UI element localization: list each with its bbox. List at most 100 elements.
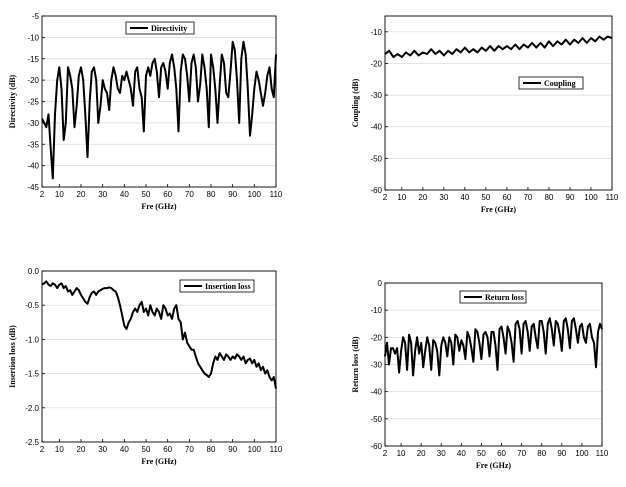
x-tick-label: 100 xyxy=(584,193,598,202)
plot-frame xyxy=(384,15,613,191)
y-tick-label: -50 xyxy=(370,415,382,424)
x-tick-label: 40 xyxy=(460,193,469,202)
y-tick-label: -30 xyxy=(370,361,382,370)
x-tick-label: 80 xyxy=(544,193,553,202)
x-tick-label: 100 xyxy=(575,449,589,458)
x-tick-label: 40 xyxy=(120,445,129,454)
y-tick-label: -20 xyxy=(27,76,39,85)
y-tick-label: -2.0 xyxy=(25,404,39,413)
y-tick-label: -1.5 xyxy=(25,370,39,379)
x-axis-label: Fre (GHz) xyxy=(141,457,177,466)
x-axis-label: Fre (GHz) xyxy=(481,205,517,214)
x-tick-label: 70 xyxy=(185,445,194,454)
x-tick-label: 40 xyxy=(120,190,129,199)
y-tick-label: -20 xyxy=(370,333,382,342)
series-line-insertion-loss xyxy=(41,280,277,389)
y-tick-label: -10 xyxy=(370,28,382,37)
x-tick-label: 30 xyxy=(439,193,448,202)
y-axis-label: Insertion loss (dB) xyxy=(8,325,17,388)
y-axis-label: Coupling (dB) xyxy=(351,78,360,127)
y-tick-label: -40 xyxy=(370,388,382,397)
x-tick-label: 70 xyxy=(517,449,526,458)
y-tick-label: -35 xyxy=(27,140,39,149)
x-tick-label: 90 xyxy=(228,445,237,454)
legend-label: Insertion loss xyxy=(205,282,251,291)
x-axis-label: Fre (GHz) xyxy=(141,202,177,211)
x-tick-label: 50 xyxy=(477,449,486,458)
x-tick-label: 10 xyxy=(397,449,406,458)
y-tick-label: -20 xyxy=(370,59,382,68)
legend-box xyxy=(459,290,527,304)
y-axis-label: Directivity (dB) xyxy=(8,74,17,128)
x-tick-label: 20 xyxy=(77,445,86,454)
y-tick-label: -0.5 xyxy=(25,301,39,310)
chart-panel-4: 2 10 20 30 40 50 60 70 80 90 100 110 0 -10 -20 -30 -40 -5… xyxy=(351,279,609,470)
x-tick-label: 2 xyxy=(383,193,388,202)
x-tick-label: 20 xyxy=(418,193,427,202)
y-tick-label: 0 xyxy=(378,279,383,288)
legend-label: Return loss xyxy=(485,293,524,302)
x-tick-label: 80 xyxy=(537,449,546,458)
y-tick-label: -10 xyxy=(27,33,39,42)
y-tick-label: -40 xyxy=(27,162,39,171)
x-tick-label: 30 xyxy=(98,445,107,454)
x-tick-label: 10 xyxy=(55,190,64,199)
x-tick-label: 50 xyxy=(142,445,151,454)
x-tick-label: 110 xyxy=(596,449,609,458)
x-tick-label: 10 xyxy=(397,193,406,202)
x-tick-label: 80 xyxy=(207,445,216,454)
y-tick-label: -10 xyxy=(370,306,382,315)
x-tick-label: 110 xyxy=(270,445,283,454)
y-tick-label: -50 xyxy=(370,154,382,163)
x-tick-label: 110 xyxy=(606,193,619,202)
x-tick-label: 2 xyxy=(383,449,388,458)
x-tick-label: 90 xyxy=(557,449,566,458)
legend-label: Coupling xyxy=(544,79,576,88)
y-axis-label: Return loss (dB) xyxy=(351,336,360,392)
chart-panel-3: 2 10 20 30 40 50 60 70 80 90 100 110 0.0 -0.5 -1.0 -1.5… xyxy=(8,267,283,466)
x-tick-label: 90 xyxy=(566,193,575,202)
x-tick-label: 80 xyxy=(207,190,216,199)
x-tick-label: 2 xyxy=(40,445,45,454)
legend-label: Directivity xyxy=(151,24,187,33)
y-tick-label: -2.5 xyxy=(25,438,39,447)
y-tick-label: -45 xyxy=(27,183,39,192)
x-tick-label: 60 xyxy=(497,449,506,458)
y-tick-label: 0.0 xyxy=(28,267,40,276)
x-tick-label: 60 xyxy=(163,190,172,199)
x-axis-label: Fre (GHz) xyxy=(476,461,512,470)
x-tick-label: 60 xyxy=(502,193,511,202)
chart-panel-1: 2 10 20 30 40 50 60 70 80 90 100 110 -5 -10 -15 -20 -25 -… xyxy=(8,12,283,211)
y-tick-label: -40 xyxy=(370,123,382,132)
y-tick-label: -60 xyxy=(370,442,382,451)
y-tick-label: -60 xyxy=(370,186,382,195)
y-tick-label: -5 xyxy=(32,12,40,21)
series-line-return-loss xyxy=(384,317,603,377)
x-tick-label: 20 xyxy=(77,190,86,199)
legend-box xyxy=(125,21,195,35)
x-tick-label: 90 xyxy=(228,190,237,199)
x-tick-label: 2 xyxy=(40,190,45,199)
legend-box xyxy=(518,76,584,90)
y-tick-label: -1.0 xyxy=(25,335,39,344)
y-tick-label: -30 xyxy=(370,91,382,100)
legend-box xyxy=(179,279,255,293)
x-tick-label: 50 xyxy=(481,193,490,202)
y-tick-label: -25 xyxy=(27,98,39,107)
x-tick-label: 70 xyxy=(185,190,194,199)
x-tick-label: 30 xyxy=(437,449,446,458)
y-tick-label: -30 xyxy=(27,119,39,128)
plot-frame xyxy=(41,270,277,443)
x-tick-label: 50 xyxy=(142,190,151,199)
x-tick-label: 100 xyxy=(248,445,262,454)
x-tick-label: 20 xyxy=(417,449,426,458)
x-tick-label: 110 xyxy=(270,190,283,199)
chart-panel-2: 2 10 20 30 40 50 60 70 80 90 100 110 -10 -20 -30 -40 -50… xyxy=(351,15,619,214)
x-tick-label: 70 xyxy=(523,193,532,202)
x-tick-label: 40 xyxy=(457,449,466,458)
series-line-coupling xyxy=(384,35,613,59)
series-line-directivity xyxy=(41,40,277,180)
x-tick-label: 30 xyxy=(98,190,107,199)
y-tick-label: -15 xyxy=(27,55,39,64)
